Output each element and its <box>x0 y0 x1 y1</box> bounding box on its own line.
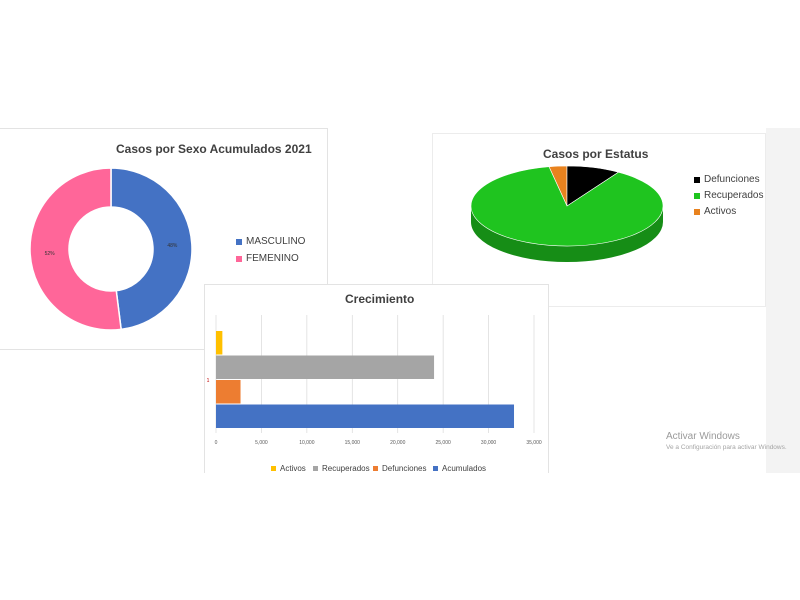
y-category-label: 1 <box>207 378 210 384</box>
background-panel <box>766 128 800 473</box>
bar-chart-title: Crecimiento <box>345 292 415 306</box>
legend-item-acumulados: Acumulados <box>433 464 486 473</box>
bar-activos <box>216 331 223 355</box>
legend-item-recuperados: Recuperados <box>694 190 763 201</box>
donut-slice-masculino <box>110 167 193 331</box>
legend-label: Acumulados <box>442 464 487 473</box>
x-tick-label: 25,000 <box>435 440 451 446</box>
pie-chart <box>470 165 664 262</box>
legend-swatch <box>694 192 700 199</box>
legend-item-defunciones: Defunciones <box>373 464 426 473</box>
x-tick-label: 20,000 <box>390 440 406 446</box>
pie-chart-title: Casos por Estatus <box>543 147 649 161</box>
legend-label: Defunciones <box>382 464 427 473</box>
legend-label: Defunciones <box>704 174 760 185</box>
legend-swatch <box>271 466 276 471</box>
pie-slice-recuperados <box>470 166 664 247</box>
legend-swatch <box>236 255 242 262</box>
x-tick-label: 10,000 <box>299 440 315 446</box>
legend-label: FEMENINO <box>246 253 299 264</box>
legend-swatch <box>236 238 242 245</box>
bar-defunciones <box>216 380 241 404</box>
legend-swatch <box>694 208 700 215</box>
donut-chart-card: Casos por Sexo Acumulados 2021 48% 52% MA… <box>0 128 328 350</box>
legend-label: MASCULINO <box>246 236 306 247</box>
legend-item-defunciones: Defunciones <box>694 174 760 185</box>
legend-item-activos: Activos <box>694 206 736 217</box>
legend-label: Activos <box>280 464 306 473</box>
bar-chart-card: Crecimiento 0 5,000 10,000 15,000 20,000 25,0… <box>204 284 549 473</box>
pie-side-recuperados <box>471 206 663 262</box>
legend-item-activos: Activos <box>271 464 306 473</box>
x-tick-label: 5,000 <box>255 440 268 446</box>
donut-data-label: 48% <box>167 243 178 249</box>
x-tick-label: 15,000 <box>345 440 361 446</box>
legend-label: Recuperados <box>704 190 764 201</box>
donut-chart-title: Casos por Sexo Acumulados 2021 <box>116 142 312 156</box>
legend-label: Activos <box>704 206 737 217</box>
x-tick-label: 35,000 <box>526 440 542 446</box>
legend-swatch <box>313 466 318 471</box>
legend-swatch <box>433 466 438 471</box>
activation-watermark-title: Activar Windows <box>666 431 740 442</box>
donut-slice-femenino <box>29 167 122 331</box>
x-tick-label: 0 <box>215 440 218 446</box>
legend-swatch <box>373 466 378 471</box>
x-tick-label: 30,000 <box>481 440 497 446</box>
legend-label: Recuperados <box>322 464 370 473</box>
donut-data-label: 52% <box>45 251 56 257</box>
bar-chart: 0 5,000 10,000 15,000 20,000 25,000 30,000 35,0… <box>207 315 542 446</box>
donut-chart: 48% 52% <box>29 167 193 331</box>
bar-recuperados <box>216 355 435 379</box>
legend-item-masculino: MASCULINO <box>236 236 305 247</box>
bar-acumulados <box>216 404 515 428</box>
activation-watermark-subtitle: Ve a Configuración para activar Windows. <box>666 444 787 451</box>
pie-chart-card: Casos por Estatus Defunciones Recuperado… <box>432 133 766 307</box>
legend-item-recuperados: Recuperados <box>313 464 370 473</box>
legend-swatch <box>694 176 700 183</box>
legend-item-femenino: FEMENINO <box>236 253 299 264</box>
